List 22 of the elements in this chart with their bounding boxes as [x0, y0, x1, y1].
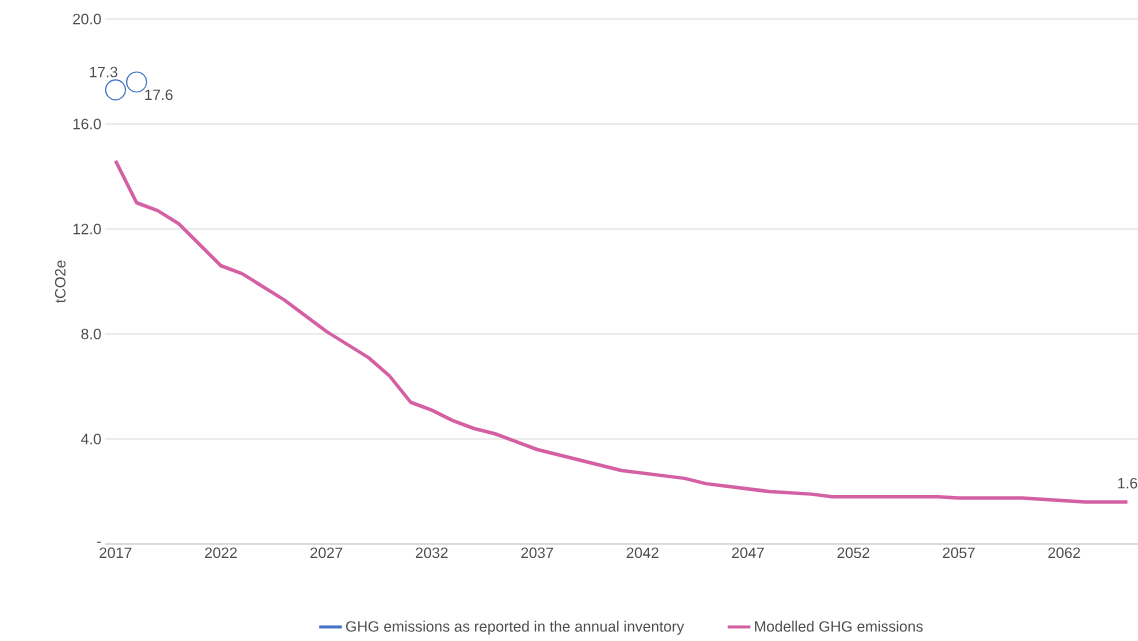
legend-label: Modelled GHG emissions: [755, 620, 923, 632]
x-tick-label: 2062: [1048, 547, 1081, 559]
data-label: 1.6: [1118, 477, 1138, 489]
y-tick-label: 8.0: [81, 328, 101, 340]
legend-label: GHG emissions as reported in the annual inventory: [346, 620, 685, 635]
x-tick-label: 2057: [942, 547, 975, 559]
y-tick-label: -: [97, 541, 101, 543]
y-tick-label: 16.0: [73, 118, 101, 130]
y-axis-title: tCO2e: [54, 260, 66, 303]
x-tick-label: 2022: [205, 547, 237, 559]
x-tick-label: 2027: [310, 547, 343, 559]
y-tick-label: 12.0: [73, 223, 101, 235]
y-tick-label: 4.0: [81, 433, 101, 445]
x-tick-label: 2017: [99, 547, 132, 559]
x-tick-label: 2037: [521, 547, 554, 559]
x-tick-label: 2047: [732, 547, 764, 559]
y-tick-label: 20.0: [73, 13, 101, 25]
x-tick-label: 2032: [415, 547, 448, 559]
data-label: 17.3: [90, 66, 118, 78]
x-tick-label: 2042: [626, 547, 659, 559]
x-tick-label: 2052: [837, 547, 870, 559]
data-label: 17.6: [145, 89, 173, 101]
